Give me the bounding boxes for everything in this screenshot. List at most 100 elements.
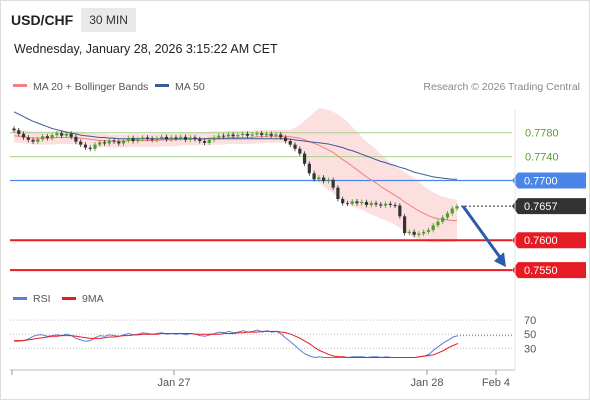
level-tag-current [512,198,586,215]
level-labels: 0.7780 0.7740 0.7700 0.7657 0.7600 0.7550 [512,128,586,279]
bollinger-bands [14,108,457,243]
candle-body [341,198,345,204]
candle-body [279,134,283,138]
level-label-4: 0.7600 [524,235,558,247]
candle-body [302,153,307,164]
rsi-lines [14,329,514,359]
candle-body [264,133,269,136]
candle-body [241,133,245,136]
candle-body [21,133,26,138]
candle-body [117,141,121,144]
rsi-ma-line [14,330,459,358]
forecast-arrow [461,205,506,268]
candle-body [250,134,254,136]
rsi-ma-legend-label: 9MA [82,293,104,305]
candle-body [350,201,354,204]
candle-body [274,134,278,136]
candle-body [326,179,330,182]
candle-body [236,135,240,137]
candle-body [141,137,145,140]
level-tag-pivot [512,172,586,189]
rsi-ma-legend-swatch [62,297,76,300]
level-label-0: 0.7780 [525,128,559,140]
candle-body [79,141,83,145]
candle-body [112,140,116,142]
candle-body [102,142,107,144]
candle-body [283,137,288,142]
rsi-tick-label-2: 30 [524,343,536,355]
timestamp: Wednesday, January 28, 2026 3:15:22 AM C… [14,42,278,56]
candle-body [74,136,78,142]
level-label-2: 0.7700 [524,175,558,187]
timeframe-button[interactable]: 30 MIN [81,8,136,32]
candle-body [188,137,192,140]
candle-body [445,213,450,218]
level-tag-support [512,262,586,279]
candle-body [431,225,435,231]
rsi-legend: RSI 9MA [13,293,104,305]
candle-body [336,187,340,199]
candle-body [383,203,388,206]
symbol-title: USD/CHF [11,12,74,28]
candle-body [369,203,373,205]
candle-body [417,233,421,235]
candle-body [298,148,302,154]
candle-body [226,134,230,137]
ma50-legend-label: MA 50 [175,81,205,93]
candle-body [193,137,197,140]
candle-body [393,204,397,206]
candle-body [269,133,273,136]
candle-body [83,144,88,148]
moving-averages [13,111,457,221]
candle-body [174,137,178,139]
forecast-arrow-shaft [461,205,504,261]
candle-body [307,163,311,174]
candle-body [293,144,297,149]
level-label-5: 0.7550 [524,265,558,277]
bollinger-band-area [14,108,457,243]
candle-body [40,136,45,140]
candle-body [331,179,335,188]
x-axis-ticks: Jan 27 Jan 28 Feb 4 [11,370,510,389]
x-tick-label-2: Feb 4 [482,377,510,389]
candle-body [150,138,154,140]
candle-body [198,139,202,142]
price-levels [10,132,512,272]
candle-body [360,201,364,204]
x-tick-label-1: Jan 28 [410,377,443,389]
candle-body [407,231,411,234]
candle-body [364,201,369,205]
candle-body [145,137,149,139]
candle-body [322,177,326,182]
candle-body [31,139,35,142]
rsi-tick-label-0: 70 [524,315,536,327]
rsi-tick-label-1: 50 [524,329,536,341]
candle-body [36,139,40,142]
candle-body [26,137,30,140]
candle-body [98,142,102,145]
ma50-legend-swatch [155,84,169,87]
candle-body [255,133,259,135]
candle-body [93,144,97,149]
candle-body [60,133,64,136]
candle-body [69,133,73,137]
candle-body [55,133,59,136]
candle-body [221,135,226,137]
candle-body [45,136,49,139]
candle-body [412,231,416,235]
candle-body [126,138,130,141]
candle-body [455,206,459,209]
candle-body [388,203,392,205]
level-label-1: 0.7740 [525,152,559,164]
credit-text: Research © 2026 Trading Central [423,81,580,93]
level-label-3: 0.7657 [524,201,558,213]
candle-body [164,136,169,140]
candle-body [403,216,407,234]
candle-body [374,203,378,205]
rsi-legend-swatch [13,297,27,300]
candle-body [136,139,140,142]
candle-body [426,230,431,232]
ma50-line [13,111,457,180]
candle-body [436,221,440,226]
